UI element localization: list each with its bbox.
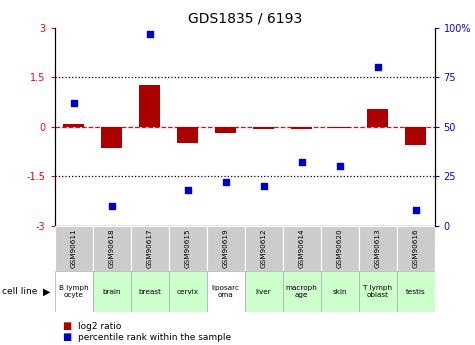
Point [222, 179, 229, 185]
Text: ■: ■ [62, 333, 71, 342]
Text: GSM90616: GSM90616 [413, 229, 418, 268]
Text: GSM90612: GSM90612 [261, 229, 266, 268]
Point [336, 164, 343, 169]
Text: log2 ratio: log2 ratio [78, 322, 122, 331]
Text: brain: brain [103, 288, 121, 295]
Bar [207, 226, 245, 271]
Text: cell line: cell line [2, 287, 38, 296]
Text: GSM90614: GSM90614 [299, 229, 304, 268]
Text: GSM90619: GSM90619 [223, 229, 228, 268]
Bar [207, 271, 245, 312]
Point [146, 31, 153, 36]
Text: B lymph
ocyte: B lymph ocyte [59, 285, 88, 298]
Bar [367, 109, 388, 127]
Bar [245, 271, 283, 312]
Bar [359, 226, 397, 271]
Bar [93, 226, 131, 271]
Bar [283, 226, 321, 271]
Text: GSM90615: GSM90615 [185, 229, 190, 268]
Text: ■: ■ [62, 321, 71, 331]
Bar [397, 271, 435, 312]
Bar [131, 271, 169, 312]
Bar [405, 127, 426, 145]
Bar [169, 271, 207, 312]
Bar [253, 127, 274, 129]
Point [108, 204, 115, 209]
Text: ▶: ▶ [43, 287, 50, 296]
Text: liposarc
oma: liposarc oma [212, 285, 239, 298]
Bar [321, 226, 359, 271]
Bar [55, 226, 93, 271]
Bar [169, 226, 207, 271]
Text: GSM90618: GSM90618 [109, 229, 114, 268]
Text: GSM90613: GSM90613 [375, 229, 380, 268]
Bar [139, 86, 160, 127]
Text: GSM90617: GSM90617 [147, 229, 152, 268]
Bar [93, 271, 131, 312]
Bar [329, 127, 350, 128]
Text: GSM90611: GSM90611 [71, 229, 76, 268]
Bar [63, 124, 84, 127]
Point [184, 188, 191, 193]
Point [298, 160, 305, 165]
Bar [291, 127, 312, 129]
Bar [131, 226, 169, 271]
Bar [177, 127, 198, 143]
Bar [55, 271, 93, 312]
Point [412, 207, 419, 213]
Point [70, 100, 77, 106]
Text: percentile rank within the sample: percentile rank within the sample [78, 333, 231, 342]
Bar [101, 127, 122, 148]
Text: cervix: cervix [177, 288, 199, 295]
Text: liver: liver [256, 288, 272, 295]
Title: GDS1835 / 6193: GDS1835 / 6193 [188, 11, 302, 25]
Text: GSM90620: GSM90620 [337, 229, 342, 268]
Bar [245, 226, 283, 271]
Text: skin: skin [332, 288, 347, 295]
Bar [321, 271, 359, 312]
Point [374, 65, 381, 70]
Bar [215, 127, 236, 134]
Text: testis: testis [406, 288, 426, 295]
Bar [359, 271, 397, 312]
Text: breast: breast [138, 288, 161, 295]
Text: macroph
age: macroph age [286, 285, 317, 298]
Point [260, 184, 267, 189]
Bar [283, 271, 321, 312]
Text: T lymph
oblast: T lymph oblast [363, 285, 392, 298]
Bar [397, 226, 435, 271]
